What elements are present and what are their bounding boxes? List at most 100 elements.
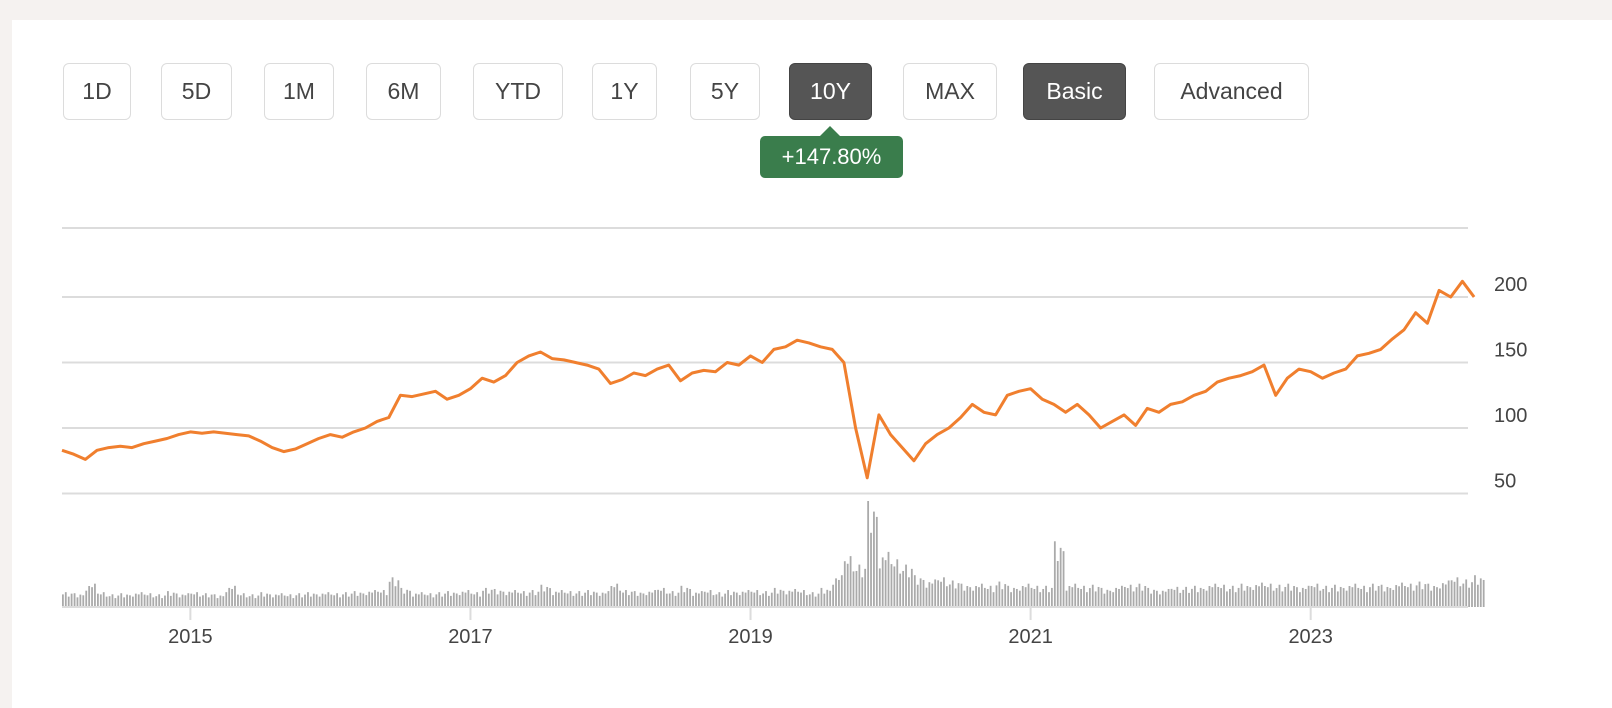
volume-bar bbox=[610, 586, 613, 607]
volume-bar bbox=[1053, 541, 1056, 607]
volume-bar bbox=[840, 575, 843, 607]
change-badge: +147.80% bbox=[760, 126, 903, 178]
volume-bar bbox=[1360, 588, 1363, 607]
volume-bar bbox=[604, 593, 607, 607]
y-tick-label: 100 bbox=[1494, 405, 1527, 427]
volume-bar bbox=[1418, 581, 1421, 607]
range-button-max[interactable]: MAX bbox=[903, 63, 997, 120]
mode-button-advanced[interactable]: Advanced bbox=[1154, 63, 1309, 120]
volume-bar bbox=[1465, 579, 1468, 607]
volume-bar bbox=[1059, 547, 1062, 607]
volume-bar bbox=[199, 596, 201, 607]
y-tick-label: 150 bbox=[1494, 340, 1527, 362]
volume-bar bbox=[1083, 585, 1085, 607]
volume-bar bbox=[727, 590, 729, 607]
volume-bar bbox=[861, 577, 864, 607]
volume-bar bbox=[353, 591, 356, 607]
volume-bar bbox=[767, 595, 770, 607]
range-button-1y[interactable]: 1Y bbox=[592, 63, 657, 120]
volume-bar bbox=[248, 596, 251, 607]
volume-bar bbox=[989, 585, 992, 607]
volume-bar bbox=[134, 593, 137, 607]
volume-bar bbox=[660, 590, 662, 607]
volume-bar bbox=[1094, 591, 1097, 607]
volume-bar bbox=[202, 595, 204, 607]
range-button-5y[interactable]: 5Y bbox=[690, 63, 760, 120]
volume-bar bbox=[1261, 582, 1263, 607]
volume-bar bbox=[578, 591, 581, 607]
mode-button-basic[interactable]: Basic bbox=[1023, 63, 1126, 120]
volume-bar bbox=[995, 585, 998, 607]
volume-bar bbox=[210, 594, 213, 607]
volume-bar bbox=[164, 595, 166, 607]
volume-bar bbox=[1050, 587, 1053, 607]
volume-bar bbox=[514, 590, 516, 607]
volume-bar bbox=[601, 592, 604, 607]
volume-bar bbox=[937, 580, 940, 607]
volume-bar bbox=[239, 595, 242, 607]
volume-bar bbox=[1264, 586, 1266, 607]
volume-bar bbox=[674, 595, 677, 607]
volume-bar bbox=[1421, 589, 1424, 607]
volume-bar bbox=[403, 593, 406, 607]
range-button-6m[interactable]: 6M bbox=[366, 63, 441, 120]
volume-bar bbox=[1266, 587, 1269, 607]
volume-bar bbox=[1409, 583, 1412, 607]
range-button-5d[interactable]: 5D bbox=[161, 63, 232, 120]
volume-bar bbox=[587, 590, 589, 607]
volume-bar bbox=[776, 593, 779, 607]
volume-bar bbox=[1243, 590, 1246, 607]
volume-bar bbox=[1126, 588, 1129, 607]
volume-bar bbox=[1354, 583, 1357, 607]
range-button-1d[interactable]: 1D bbox=[63, 63, 131, 120]
volume-bar bbox=[1234, 592, 1237, 607]
volume-bar bbox=[864, 568, 867, 607]
volume-bar bbox=[336, 593, 339, 607]
range-button-10y[interactable]: 10Y bbox=[789, 63, 872, 120]
volume-bar bbox=[1042, 588, 1045, 607]
volume-bar bbox=[1275, 588, 1278, 607]
volume-bar bbox=[1176, 586, 1179, 607]
volume-bar bbox=[1045, 585, 1047, 607]
volume-bar bbox=[234, 585, 236, 607]
volume-bar bbox=[1404, 586, 1406, 607]
volume-bar bbox=[1334, 584, 1336, 607]
volume-bar bbox=[983, 587, 986, 607]
volume-bar bbox=[1214, 583, 1217, 607]
volume-bar bbox=[1471, 582, 1473, 607]
volume-bar bbox=[1077, 587, 1080, 607]
volume-bar bbox=[1185, 586, 1188, 607]
x-tick-label: 2017 bbox=[448, 626, 493, 648]
volume-bar bbox=[377, 591, 379, 607]
volume-bar bbox=[1237, 587, 1240, 607]
volume-bar bbox=[969, 587, 972, 607]
volume-bar bbox=[1296, 587, 1298, 607]
volume-bar bbox=[266, 593, 268, 607]
volume-bar bbox=[1170, 588, 1173, 607]
volume-bar bbox=[1369, 587, 1371, 607]
volume-bar bbox=[1290, 590, 1293, 607]
volume-bar bbox=[931, 583, 934, 607]
volume-bar bbox=[1109, 590, 1112, 607]
volume-bar bbox=[365, 595, 368, 607]
volume-bar bbox=[391, 577, 394, 607]
volume-bar bbox=[697, 593, 700, 607]
volume-bar bbox=[85, 590, 88, 607]
volume-bar bbox=[1331, 587, 1333, 607]
volume-bar bbox=[750, 591, 753, 607]
volume-bar bbox=[400, 587, 403, 607]
volume-bar bbox=[735, 592, 738, 607]
range-button-1m[interactable]: 1M bbox=[264, 63, 334, 120]
volume-bar bbox=[1433, 586, 1435, 607]
volume-bar bbox=[1377, 586, 1380, 607]
volume-bar bbox=[744, 592, 747, 607]
volume-bar bbox=[342, 594, 344, 607]
volume-bar bbox=[966, 586, 969, 607]
volume-bar bbox=[1062, 551, 1065, 607]
volume-bar bbox=[1068, 586, 1071, 607]
range-button-ytd[interactable]: YTD bbox=[473, 63, 563, 120]
volume-bar bbox=[654, 590, 656, 607]
volume-bar bbox=[1211, 587, 1214, 607]
volume-bar bbox=[622, 592, 624, 607]
